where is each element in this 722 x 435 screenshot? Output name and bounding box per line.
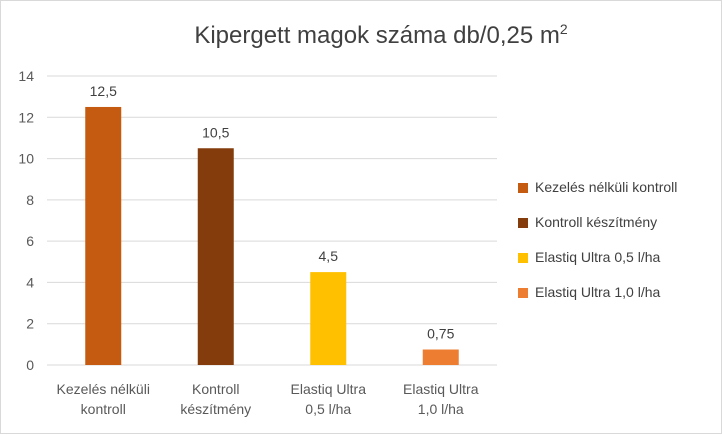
bar [310,272,347,365]
x-tick-label: Kezelés nélküli [57,381,150,397]
legend-swatch [518,253,528,263]
legend-item: Kezelés nélküli kontroll [518,179,718,199]
y-tick-label: 8 [26,192,34,208]
x-tick-label: kontroll [81,401,126,417]
bar [85,106,122,365]
legend-item: Elastiq Ultra 0,5 l/ha [518,249,718,269]
bar [197,148,234,365]
bar [422,349,459,365]
data-label: 10,5 [202,124,229,140]
legend-swatch [518,218,528,228]
y-tick-label: 2 [26,316,34,332]
y-tick-label: 14 [18,68,34,84]
y-tick-label: 10 [18,151,34,167]
y-tick-label: 6 [26,233,34,249]
x-tick-label: Elastiq Ultra [403,381,479,397]
x-tick-label: Elastiq Ultra [291,381,367,397]
x-tick-label: Kontroll [192,381,239,397]
data-label: 4,5 [319,248,339,264]
chart-title: Kipergett magok száma db/0,25 m2 [194,21,568,49]
data-label: 0,75 [427,326,454,342]
legend-label: Elastiq Ultra 0,5 l/ha [535,249,661,265]
y-tick-label: 12 [18,109,34,125]
x-tick-label: készítmény [180,401,251,417]
legend-swatch [518,183,528,193]
legend-label: Elastiq Ultra 1,0 l/ha [535,284,661,300]
data-label: 12,5 [90,83,117,99]
legend-item: Kontroll készítmény [518,214,718,234]
legend-item: Elastiq Ultra 1,0 l/ha [518,284,718,304]
x-tick-label: 1,0 l/ha [418,401,464,417]
x-tick-label: 0,5 l/ha [305,401,351,417]
y-tick-label: 4 [26,274,34,290]
y-tick-label: 0 [26,357,34,373]
legend-swatch [518,288,528,298]
legend-label: Kezelés nélküli kontroll [535,179,678,195]
legend-label: Kontroll készítmény [535,214,658,230]
